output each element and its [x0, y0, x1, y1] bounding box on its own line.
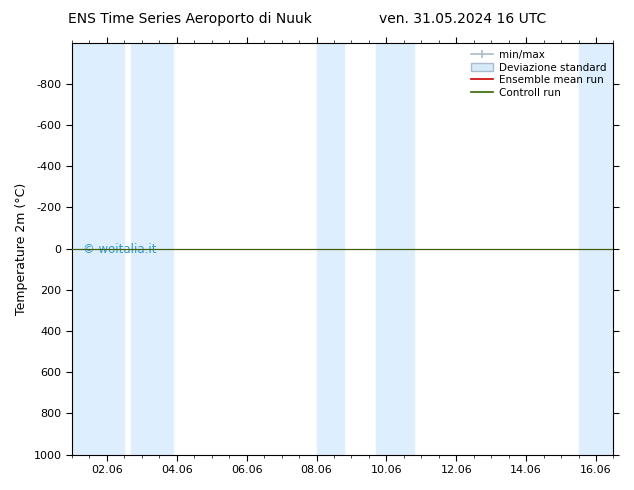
Y-axis label: Temperature 2m (°C): Temperature 2m (°C) [15, 182, 28, 315]
Bar [376, 43, 415, 455]
Legend: min/max, Deviazione standard, Ensemble mean run, Controll run: min/max, Deviazione standard, Ensemble m… [469, 48, 608, 100]
Text: ENS Time Series Aeroporto di Nuuk: ENS Time Series Aeroporto di Nuuk [68, 12, 312, 26]
Bar [316, 43, 344, 455]
Text: © woitalia.it: © woitalia.it [83, 244, 157, 256]
Bar [131, 43, 173, 455]
Bar [72, 43, 124, 455]
Text: ven. 31.05.2024 16 UTC: ven. 31.05.2024 16 UTC [379, 12, 547, 26]
Bar [578, 43, 614, 455]
